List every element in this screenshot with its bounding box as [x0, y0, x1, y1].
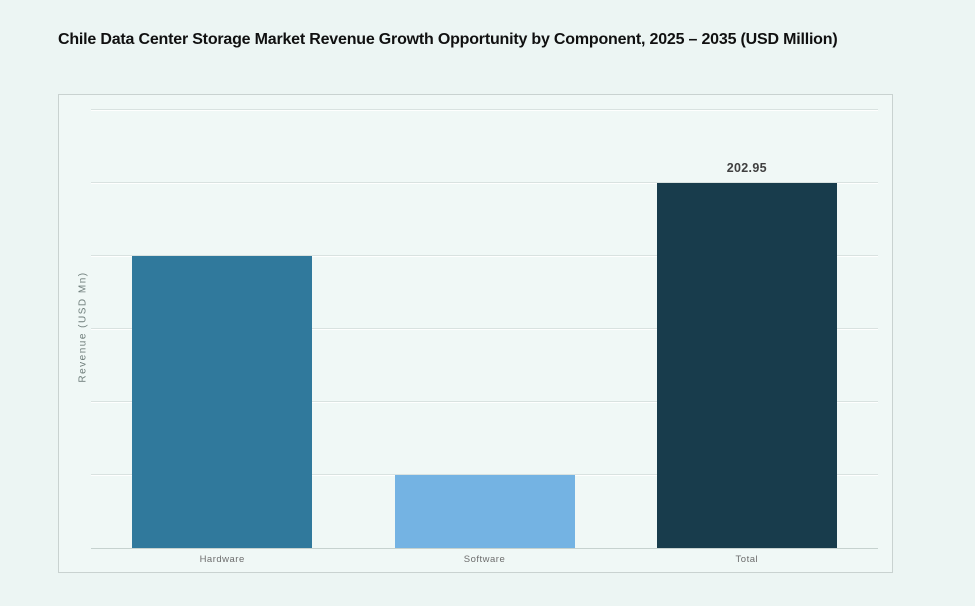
- chart-title: Chile Data Center Storage Market Revenue…: [58, 31, 838, 48]
- gridline: [91, 109, 878, 111]
- x-tick-software: Software: [463, 554, 506, 565]
- data-label-total: 202.95: [726, 161, 767, 176]
- x-tick-total: Total: [735, 554, 759, 565]
- bar-software: [394, 475, 575, 548]
- gridline: [91, 474, 878, 476]
- y-axis-label: Revenue (USD Mn): [77, 271, 89, 383]
- bar-total: [656, 183, 837, 548]
- gridline: [91, 328, 878, 330]
- gridline: [91, 401, 878, 403]
- bar-hardware: [132, 256, 313, 548]
- plot-area: 202.95: [91, 95, 878, 549]
- x-tick-hardware: Hardware: [199, 554, 245, 565]
- chart-container: Revenue (USD Mn) 202.95 Hardware Software…: [58, 94, 893, 573]
- x-axis-labels: Hardware Software Total: [91, 548, 878, 572]
- gridline: [91, 255, 878, 257]
- gridline: [91, 182, 878, 184]
